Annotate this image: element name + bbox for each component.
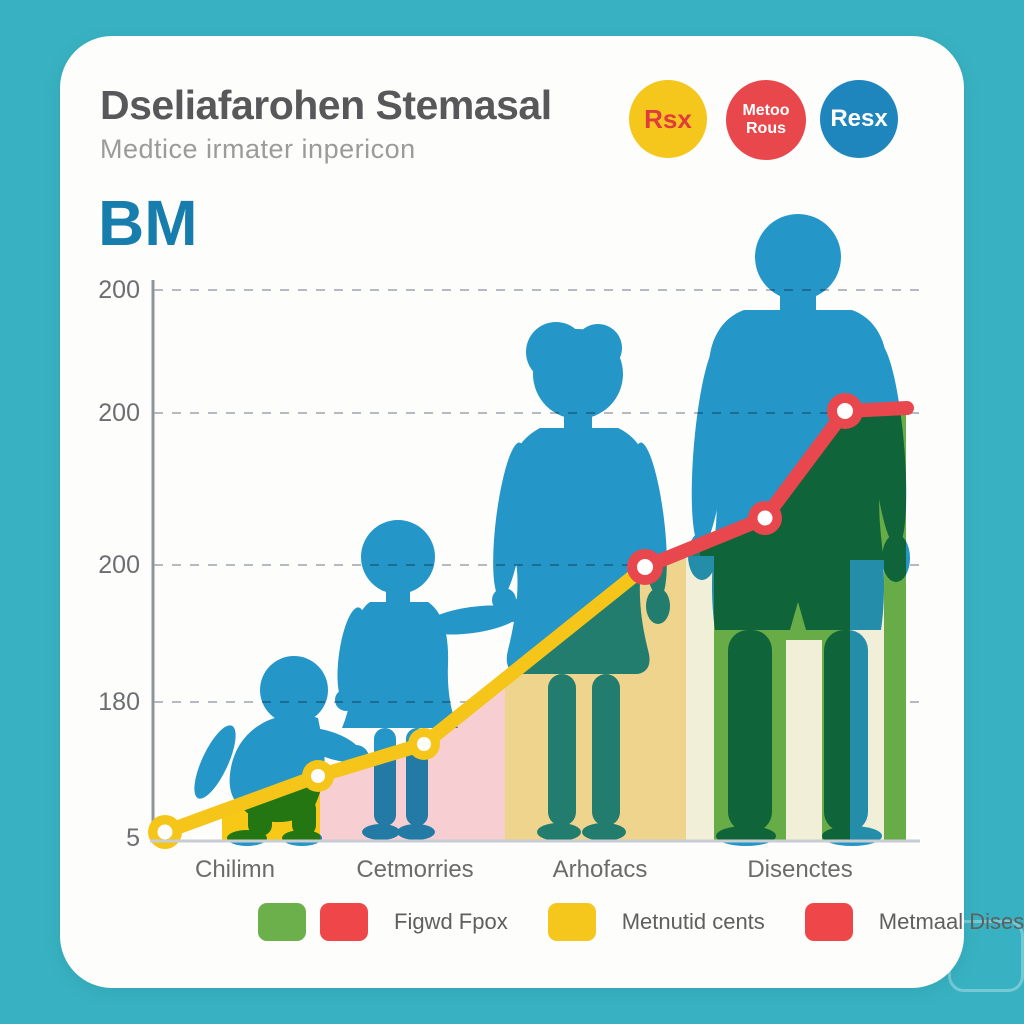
badge-blue: Resx xyxy=(820,80,898,158)
x-category-label: Arhofacs xyxy=(552,856,648,883)
x-category-label: Disenctes xyxy=(747,856,853,883)
legend-swatch-green xyxy=(258,903,306,941)
badge-yellow-label: Rsx xyxy=(644,103,692,134)
y-tick-label: 200 xyxy=(98,276,140,304)
y-tick-label: 200 xyxy=(98,399,140,427)
badge-blue-label: Resx xyxy=(830,105,888,132)
y-tick-label: 180 xyxy=(98,688,140,716)
x-category-label: Chilimn xyxy=(194,856,275,883)
badge-red-label: Metoo Rous xyxy=(742,101,790,137)
legend-label: Metnutid cents xyxy=(621,909,765,934)
chart-heading-abbr: BM xyxy=(98,187,198,259)
infographic-card xyxy=(60,36,964,988)
x-category-label: Cetmorries xyxy=(356,856,474,883)
legend-swatch-red xyxy=(320,903,368,941)
legend-item: Metnutid cents xyxy=(547,903,765,941)
legend-item: Metmaal Disesets xyxy=(804,903,1024,941)
legend-label: Metmaal Disesets xyxy=(878,909,1024,934)
y-tick-label: 5 xyxy=(126,824,140,852)
legend-swatch-yellow xyxy=(547,903,596,941)
legend-swatch-red xyxy=(804,903,853,941)
page-subtitle: Medtice irmater inpericon xyxy=(100,134,416,164)
legend-label: Figwd Fpox xyxy=(394,909,508,934)
chart-legend: Figwd Fpox Metnutid cents Metmaal Disese… xyxy=(258,903,1024,941)
page-title: Dseliafarohen Stemasal xyxy=(100,82,552,128)
legend-item: Figwd Fpox xyxy=(258,903,508,941)
badge-yellow: Rsx xyxy=(629,80,707,158)
y-tick-label: 200 xyxy=(98,551,140,579)
badge-red: Metoo Rous xyxy=(726,80,806,160)
